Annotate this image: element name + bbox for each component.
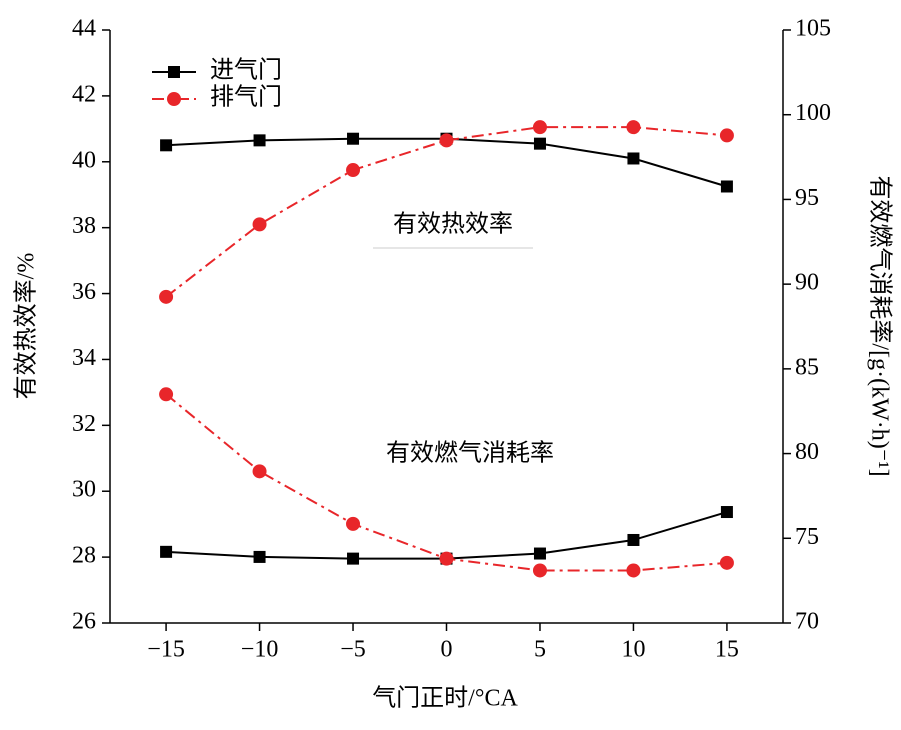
marker [720, 180, 733, 193]
y2-tick-label: 90 [795, 270, 819, 296]
x-tick-label: 15 [715, 637, 739, 663]
y-axis-label: 有效热效率/% [13, 253, 40, 400]
marker [346, 516, 361, 531]
y-tick-label: 30 [72, 477, 96, 503]
y-tick-label: 26 [72, 609, 96, 635]
x-tick-label: 5 [534, 637, 546, 663]
marker [626, 120, 641, 135]
y2-tick-label: 80 [795, 439, 819, 465]
marker [253, 134, 266, 147]
y-tick-label: 44 [72, 16, 96, 42]
marker [253, 550, 266, 563]
marker [160, 139, 173, 152]
x-tick-label: −10 [241, 637, 279, 663]
y2-tick-label: 105 [795, 16, 831, 42]
marker [532, 120, 547, 135]
y2-tick-label: 70 [795, 609, 819, 635]
marker [252, 464, 267, 479]
series-line [165, 393, 727, 572]
y2-tick-label: 95 [795, 185, 819, 211]
marker [159, 289, 174, 304]
marker [347, 552, 360, 565]
marker [719, 555, 734, 570]
marker [346, 163, 361, 178]
y2-tick-label: 85 [795, 354, 819, 380]
y2-tick-label: 75 [795, 524, 819, 550]
legend-label: 进气门 [210, 57, 282, 84]
marker [533, 137, 546, 150]
y-tick-label: 28 [72, 543, 96, 569]
legend-marker [168, 66, 180, 78]
y-tick-label: 32 [72, 411, 96, 437]
y-tick-label: 40 [72, 147, 96, 173]
x-tick-label: −5 [340, 637, 366, 663]
x-tick-label: 10 [621, 637, 645, 663]
marker [252, 217, 267, 232]
marker [347, 132, 360, 145]
y2-tick-label: 100 [795, 100, 831, 126]
y-tick-label: 34 [72, 345, 96, 371]
x-axis-label: 气门正时/°CA [372, 685, 518, 712]
x-tick-label: −15 [147, 637, 185, 663]
marker [626, 563, 641, 578]
y-tick-label: 42 [72, 81, 96, 107]
marker [627, 152, 640, 165]
y-tick-label: 36 [72, 279, 96, 305]
legend-marker [167, 92, 181, 106]
marker [627, 533, 640, 546]
marker [720, 506, 733, 519]
marker [439, 551, 454, 566]
marker [439, 133, 454, 148]
marker [532, 563, 547, 578]
marker [160, 545, 173, 558]
x-tick-label: 0 [441, 637, 453, 663]
legend-label: 排气门 [210, 84, 282, 111]
marker [533, 547, 546, 560]
y2-axis-label: 有效燃气消耗率/[g·(kW·h)⁻¹] [866, 175, 893, 476]
marker [159, 387, 174, 402]
marker [719, 128, 734, 143]
annotation: 有效燃气消耗率 [386, 440, 554, 467]
y-tick-label: 38 [72, 213, 96, 239]
annotation: 有效热效率 [393, 211, 513, 238]
